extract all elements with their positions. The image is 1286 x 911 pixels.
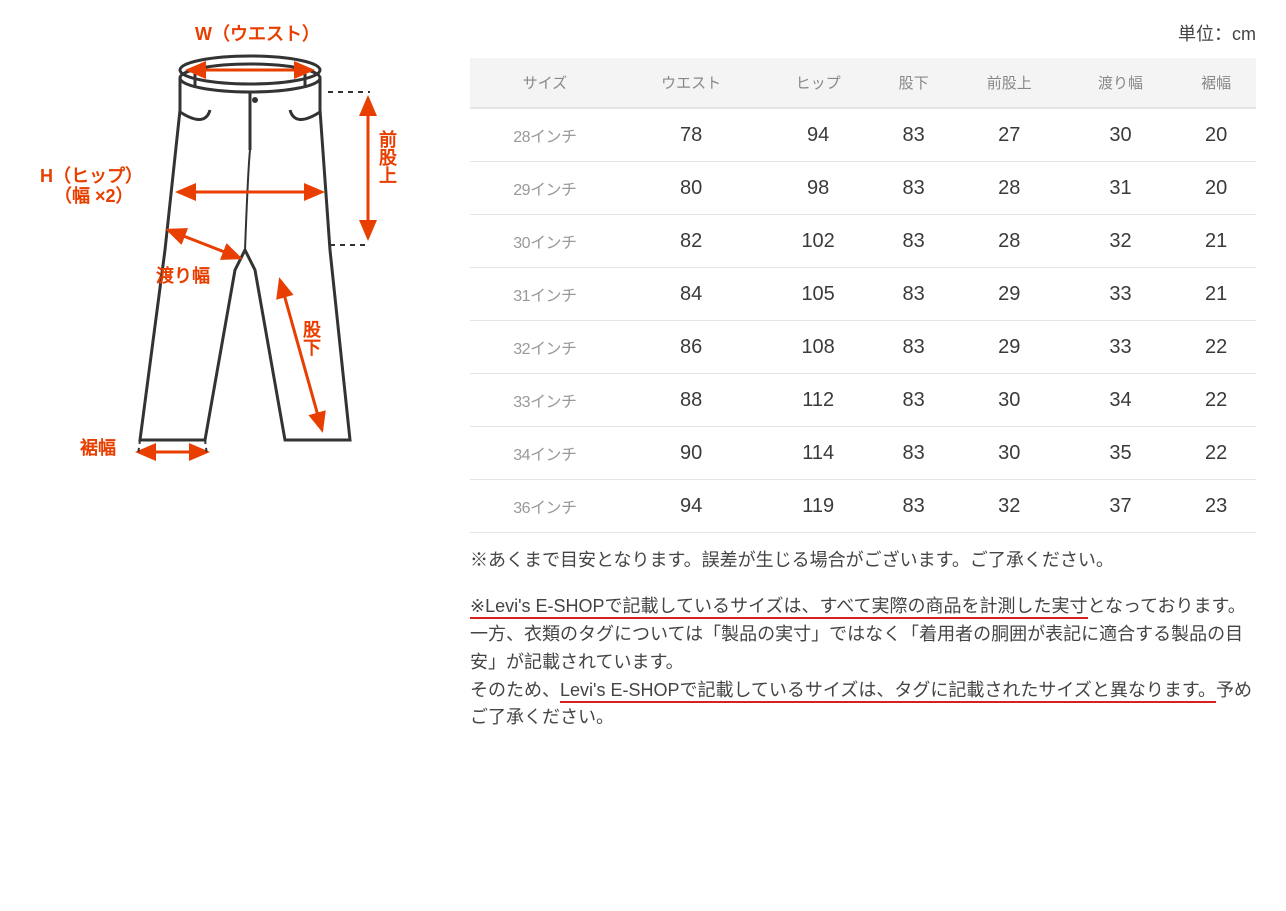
- table-row: 33インチ8811283303422: [470, 374, 1256, 427]
- size-chart-container: W（ウエスト） H（ヒップ） （幅 ×2） 前股上 渡り幅 股下 裾幅 単位：c…: [30, 20, 1256, 750]
- diagram-label-waist: W（ウエスト）: [195, 20, 320, 46]
- diagram-label-inseam: 股下: [298, 320, 324, 356]
- row-cell: 30: [954, 427, 1065, 480]
- table-row: 31インチ8410583293321: [470, 268, 1256, 321]
- diagram-label-hip2: （幅 ×2）: [54, 182, 134, 208]
- row-cell: 83: [874, 427, 954, 480]
- row-cell: 28: [954, 162, 1065, 215]
- row-cell: 94: [762, 108, 873, 162]
- row-cell: 22: [1176, 427, 1256, 480]
- row-cell: 84: [620, 268, 763, 321]
- row-cell: 28: [954, 215, 1065, 268]
- row-cell: 83: [874, 480, 954, 533]
- row-size-label: 29インチ: [470, 162, 620, 215]
- row-cell: 30: [954, 374, 1065, 427]
- table-row: 28インチ789483273020: [470, 108, 1256, 162]
- col-frise: 前股上: [954, 58, 1065, 108]
- row-cell: 31: [1065, 162, 1176, 215]
- note-p3-pre: そのため、: [470, 680, 560, 700]
- table-row: 30インチ8210283283221: [470, 215, 1256, 268]
- table-row: 32インチ8610883293322: [470, 321, 1256, 374]
- diagram-label-frontrise: 前股上: [374, 130, 400, 184]
- row-cell: 105: [762, 268, 873, 321]
- col-waist: ウエスト: [620, 58, 763, 108]
- row-cell: 83: [874, 108, 954, 162]
- row-size-label: 28インチ: [470, 108, 620, 162]
- row-cell: 29: [954, 268, 1065, 321]
- table-row: 34インチ9011483303522: [470, 427, 1256, 480]
- row-cell: 98: [762, 162, 873, 215]
- table-row: 36インチ9411983323723: [470, 480, 1256, 533]
- diagram-label-thigh: 渡り幅: [156, 262, 210, 288]
- row-cell: 29: [954, 321, 1065, 374]
- row-cell: 83: [874, 268, 954, 321]
- row-cell: 90: [620, 427, 763, 480]
- row-size-label: 36インチ: [470, 480, 620, 533]
- col-hem: 裾幅: [1176, 58, 1256, 108]
- row-cell: 20: [1176, 162, 1256, 215]
- row-cell: 78: [620, 108, 763, 162]
- row-size-label: 34インチ: [470, 427, 620, 480]
- row-cell: 94: [620, 480, 763, 533]
- row-cell: 23: [1176, 480, 1256, 533]
- row-cell: 102: [762, 215, 873, 268]
- row-size-label: 32インチ: [470, 321, 620, 374]
- note-underline-2: Levi's E-SHOPで記載しているサイズは、タグに記載されたサイズと異なり…: [560, 680, 1216, 703]
- row-cell: 35: [1065, 427, 1176, 480]
- size-table-section: 単位：cm サイズ ウエスト ヒップ 股下 前股上 渡り幅 裾幅 28インチ78…: [470, 20, 1256, 750]
- row-cell: 34: [1065, 374, 1176, 427]
- row-cell: 88: [620, 374, 763, 427]
- row-cell: 21: [1176, 215, 1256, 268]
- row-cell: 37: [1065, 480, 1176, 533]
- row-size-label: 31インチ: [470, 268, 620, 321]
- unit-label: 単位：cm: [470, 20, 1256, 46]
- row-cell: 83: [874, 374, 954, 427]
- row-cell: 32: [1065, 215, 1176, 268]
- col-size: サイズ: [470, 58, 620, 108]
- row-cell: 108: [762, 321, 873, 374]
- row-cell: 86: [620, 321, 763, 374]
- row-cell: 22: [1176, 374, 1256, 427]
- row-cell: 20: [1176, 108, 1256, 162]
- note-underline-1: ※Levi's E-SHOPで記載しているサイズは、すべて実際の商品を計測した実…: [470, 596, 1088, 619]
- size-table: サイズ ウエスト ヒップ 股下 前股上 渡り幅 裾幅 28インチ78948327…: [470, 58, 1256, 533]
- notes-section: ※あくまで目安となります。誤差が生じる場合がございます。ご了承ください。 ※Le…: [470, 547, 1256, 732]
- row-cell: 83: [874, 215, 954, 268]
- row-cell: 83: [874, 321, 954, 374]
- table-row: 29インチ809883283120: [470, 162, 1256, 215]
- row-cell: 27: [954, 108, 1065, 162]
- row-cell: 119: [762, 480, 873, 533]
- row-cell: 21: [1176, 268, 1256, 321]
- row-cell: 30: [1065, 108, 1176, 162]
- row-cell: 33: [1065, 321, 1176, 374]
- row-cell: 33: [1065, 268, 1176, 321]
- col-thigh: 渡り幅: [1065, 58, 1176, 108]
- row-cell: 32: [954, 480, 1065, 533]
- pants-svg: [30, 20, 410, 480]
- row-size-label: 33インチ: [470, 374, 620, 427]
- note-measurement: ※Levi's E-SHOPで記載しているサイズは、すべて実際の商品を計測した実…: [470, 593, 1256, 732]
- row-cell: 80: [620, 162, 763, 215]
- row-cell: 82: [620, 215, 763, 268]
- note-disclaimer: ※あくまで目安となります。誤差が生じる場合がございます。ご了承ください。: [470, 547, 1256, 575]
- row-cell: 22: [1176, 321, 1256, 374]
- pants-diagram: W（ウエスト） H（ヒップ） （幅 ×2） 前股上 渡り幅 股下 裾幅: [30, 20, 410, 485]
- table-header-row: サイズ ウエスト ヒップ 股下 前股上 渡り幅 裾幅: [470, 58, 1256, 108]
- row-cell: 114: [762, 427, 873, 480]
- diagram-label-hem: 裾幅: [80, 434, 116, 460]
- row-size-label: 30インチ: [470, 215, 620, 268]
- col-inseam: 股下: [874, 58, 954, 108]
- col-hip: ヒップ: [762, 58, 873, 108]
- row-cell: 83: [874, 162, 954, 215]
- row-cell: 112: [762, 374, 873, 427]
